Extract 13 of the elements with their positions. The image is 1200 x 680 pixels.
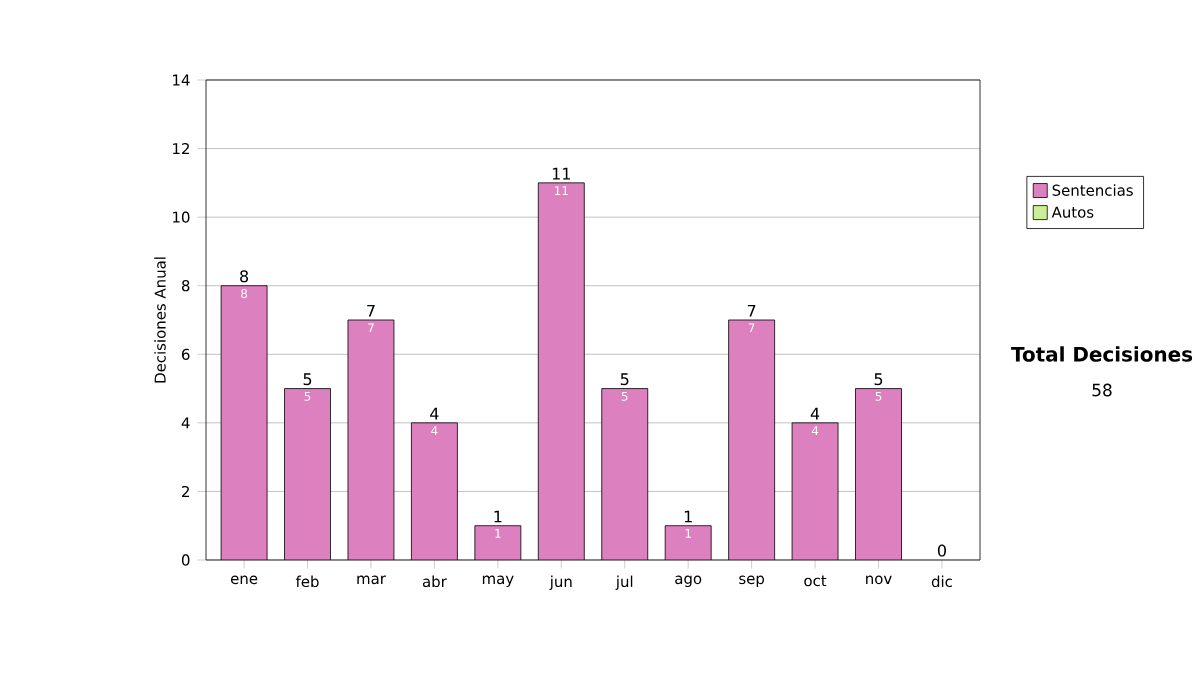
bar (411, 422, 458, 560)
bar (347, 320, 394, 560)
bar (728, 320, 775, 560)
bar (855, 388, 902, 560)
bar (792, 422, 839, 560)
bar (474, 525, 521, 560)
bar (538, 182, 585, 560)
bar (601, 388, 648, 560)
bar (284, 388, 331, 560)
text: Total Decisiones (1011, 346, 1193, 362)
bar (221, 285, 268, 560)
text: 58 (1092, 383, 1112, 397)
bar (665, 525, 712, 560)
